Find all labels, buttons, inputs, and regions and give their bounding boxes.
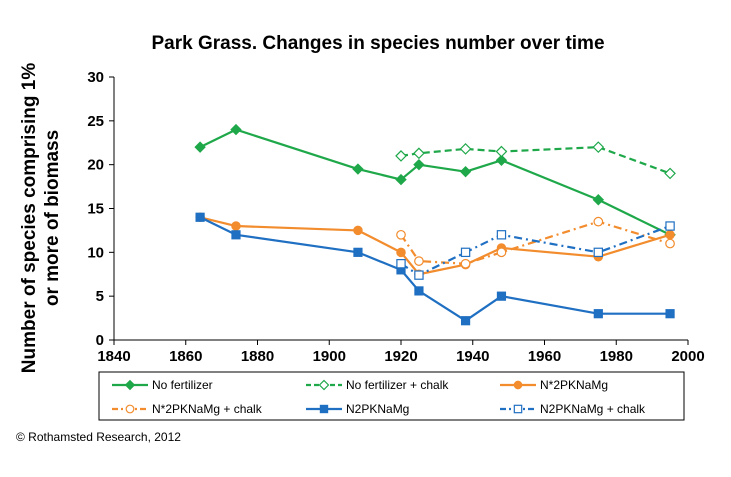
series-line (199, 216, 671, 322)
legend-marker (513, 380, 523, 390)
chart-title: Park Grass. Changes in species number ov… (151, 33, 604, 54)
legend-item: N*2PKNaMg + chalk (112, 402, 263, 416)
data-point (459, 143, 472, 155)
legend-box (98, 371, 685, 421)
data-point (460, 247, 471, 258)
x-tick-label: 1940 (456, 348, 489, 365)
data-point (395, 173, 407, 186)
y-tick-label: 5 (96, 288, 104, 305)
data-point (665, 230, 675, 240)
legend-label: No fertilizer + chalk (346, 378, 449, 392)
axes (113, 77, 688, 341)
data-point (665, 238, 675, 249)
data-point (230, 123, 242, 136)
data-point (496, 230, 507, 240)
legend-marker (124, 379, 136, 391)
data-point (414, 286, 424, 296)
data-point (460, 316, 471, 326)
legend-marker (319, 404, 329, 414)
legend-marker (513, 404, 523, 414)
data-point (396, 259, 406, 269)
series-layer (194, 123, 676, 326)
series-line (400, 220, 671, 265)
data-point (353, 247, 363, 257)
legend-label: No fertilizer (152, 378, 213, 392)
data-point (592, 194, 605, 206)
series-line (400, 225, 671, 277)
data-point (413, 147, 425, 160)
data-point (496, 247, 507, 258)
data-point (195, 212, 205, 222)
data-point (593, 216, 604, 227)
y-tick-label: 0 (96, 332, 104, 349)
series-5 (396, 221, 675, 280)
data-point (665, 221, 675, 231)
data-point (396, 247, 406, 258)
legend-label: N*2PKNaMg (540, 378, 608, 392)
legend-label: N2PKNaMg (346, 402, 409, 416)
data-point (413, 158, 425, 171)
x-tick-label: 1960 (528, 348, 561, 365)
data-point (459, 165, 472, 178)
y-tick-label: 20 (87, 157, 104, 174)
legend-item: No fertilizer (112, 378, 213, 392)
x-tick-label: 1880 (241, 348, 274, 365)
legend-item: N2PKNaMg + chalk (500, 402, 646, 416)
legend-marker (125, 404, 135, 414)
data-point (593, 309, 603, 319)
legend-marker (318, 379, 330, 391)
series-1 (395, 141, 676, 180)
data-point (194, 141, 206, 153)
series-3 (396, 216, 675, 269)
legend-label: N*2PKNaMg + chalk (152, 402, 263, 416)
x-tick-label: 1860 (169, 348, 202, 365)
y-tick-label: 15 (87, 201, 104, 218)
y-tick-label: 10 (87, 244, 104, 261)
data-point (396, 229, 406, 240)
x-tick-label: 1920 (384, 348, 417, 365)
x-tick-label: 1980 (600, 348, 633, 365)
data-point (353, 225, 363, 236)
y-axis-label-line1: Number of species comprising 1% (19, 63, 40, 374)
x-ticks: 1840 1860 1880 1900 1920 1940 1960 1980 2000 (97, 340, 705, 365)
legend-label: N2PKNaMg + chalk (540, 402, 646, 416)
data-point (496, 291, 507, 301)
y-tick-label: 30 (87, 69, 104, 86)
legend: No fertilizer No fertilizer + chalk N*2PKN… (112, 378, 646, 416)
data-point (664, 167, 676, 180)
legend-item: N2PKNaMg (306, 402, 409, 416)
data-point (460, 258, 471, 269)
data-point (414, 256, 424, 266)
data-point (395, 150, 407, 162)
legend-item: No fertilizer + chalk (306, 378, 449, 392)
data-point (592, 141, 605, 153)
x-tick-label: 2000 (671, 348, 704, 365)
series-line (400, 146, 671, 175)
data-point (665, 309, 675, 319)
data-point (231, 230, 241, 240)
legend-item: N*2PKNaMg (500, 378, 608, 392)
data-point (352, 163, 364, 175)
x-tick-label: 1840 (97, 348, 130, 365)
data-point (231, 221, 241, 231)
y-ticks: 0 5 10 15 20 25 30 (87, 69, 114, 349)
series-4 (195, 212, 675, 326)
data-point (593, 247, 604, 258)
data-point (414, 270, 424, 280)
copyright: © Rothamsted Research, 2012 (16, 430, 181, 444)
y-axis-label: Number of species comprising 1% or more … (19, 63, 63, 374)
y-axis-label-line2: or more of biomass (42, 130, 63, 306)
data-point (495, 154, 508, 166)
x-tick-label: 1900 (313, 348, 346, 365)
data-point (495, 145, 508, 158)
y-tick-label: 25 (87, 113, 104, 130)
